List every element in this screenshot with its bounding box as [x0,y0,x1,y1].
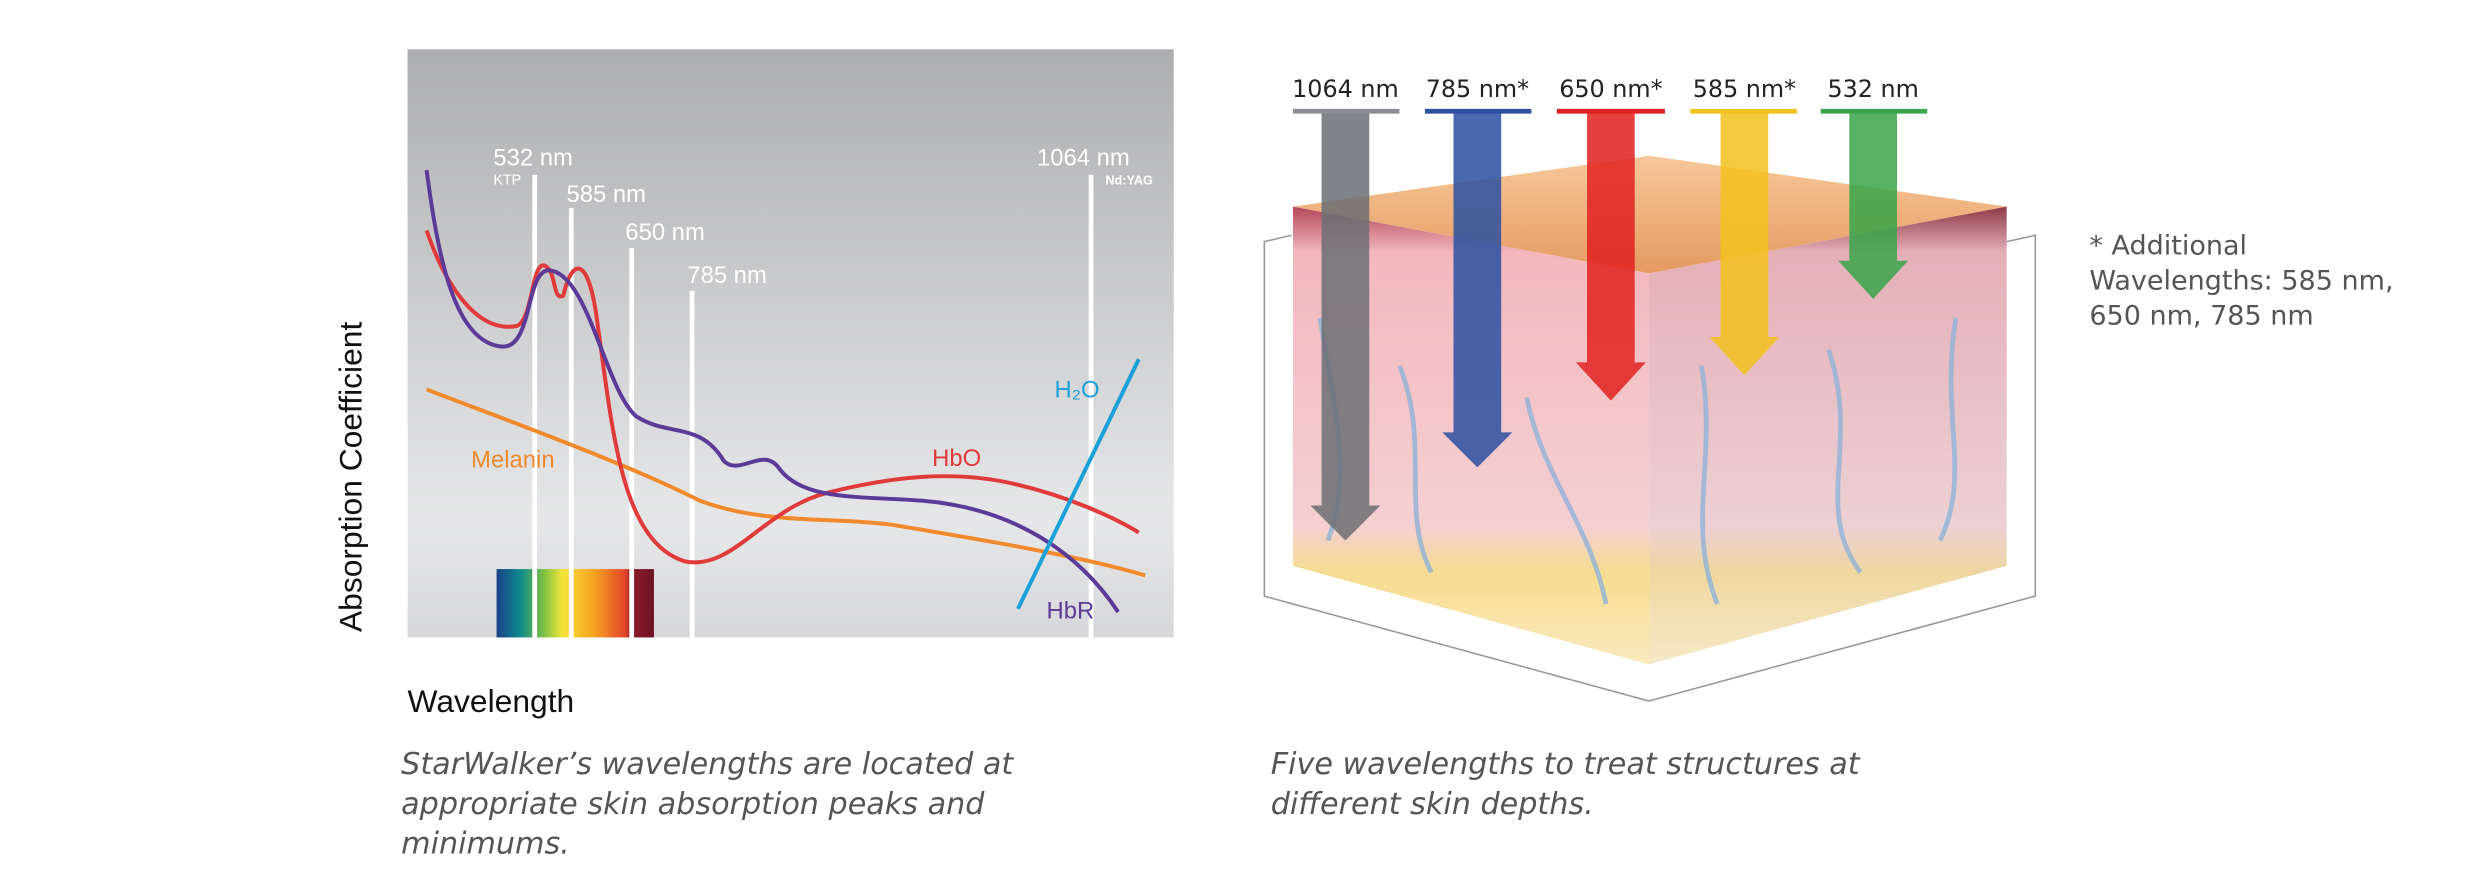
hbr-curve [424,169,1120,614]
arrow [1575,111,1646,401]
arrow-label: 532 nm [1827,75,1918,103]
arrow [1310,111,1381,541]
h2o-label: H₂O [1055,376,1100,403]
arrow-label: 1064 nm [1292,75,1399,103]
y-axis-label: Absorption Coefficient [332,322,368,633]
visible-spectrum [496,569,654,638]
laser-label: Nd:YAG [1105,172,1153,187]
arrow-label: 585 nm* [1693,75,1796,103]
wavelength-label: 585 nm [567,181,646,208]
arrows [1310,111,1909,541]
arrow-label: 650 nm* [1559,75,1662,103]
laser-label: KTP [493,172,521,188]
x-axis-label: Wavelength [408,683,575,719]
caption-line: Five wavelengths to treat structures at [1271,747,1861,782]
wavelength-label: 532 nm [493,144,572,171]
arrow [1709,111,1780,376]
caption-line: StarWalker’s wavelengths are located at [401,747,1014,782]
melanin-curve [425,387,1146,578]
outline [1263,234,2037,702]
skin-diagram: 1064 nm 785 nm* 650 nm* 585 nm* 532 nm *… [1263,75,2394,822]
note-line: 650 nm, 785 nm [2089,300,2313,331]
melanin-label: Melanin [471,446,554,473]
absorption-chart: 532 nm KTP 585 nm 650 nm 785 nm 1064 nm … [332,49,1174,862]
h2o-curve [1016,358,1141,610]
note-line: * Additional [2089,230,2247,261]
arrow [1838,111,1909,299]
wavelength-label: 785 nm [687,262,766,289]
wavelength-label: 1064 nm [1037,144,1130,171]
caption-line: different skin depths. [1271,787,1594,822]
arrow [1442,111,1513,468]
hbo-label: HbO [932,445,981,472]
arrow-label: 785 nm* [1426,75,1529,103]
caption-line: minimums. [401,827,570,862]
hbr-label: HbR [1047,597,1095,624]
caption-line: appropriate skin absorption peaks and [401,787,985,822]
wavelength-label: 650 nm [625,219,704,246]
note-line: Wavelengths: 585 nm, [2089,265,2393,296]
